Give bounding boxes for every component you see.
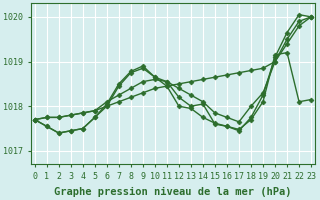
X-axis label: Graphe pression niveau de la mer (hPa): Graphe pression niveau de la mer (hPa) bbox=[54, 186, 292, 197]
